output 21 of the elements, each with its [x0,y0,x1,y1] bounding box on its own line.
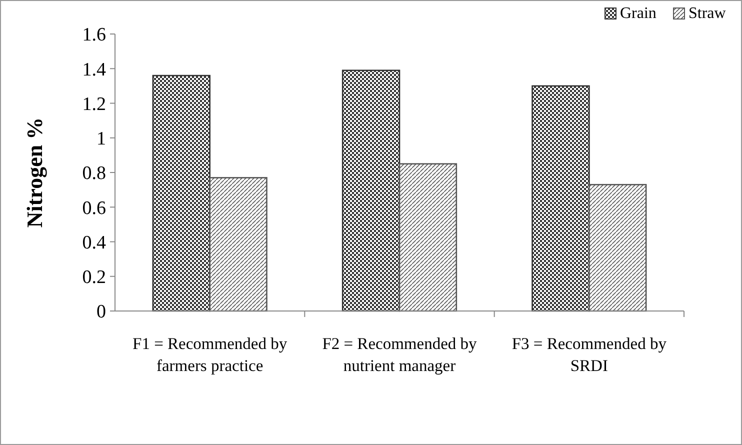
y-tick-label: 0.8 [82,163,106,184]
y-tick-label: 0.2 [82,267,106,288]
y-tick-label: 0.6 [82,198,106,219]
bar [588,184,647,312]
bar [532,85,590,312]
bar [152,74,210,312]
y-tick-label: 0 [96,302,106,323]
bar [398,163,458,312]
y-tick-label: 0.4 [82,232,106,254]
y-tick-label: 1.6 [82,24,106,46]
x-tick-label: F1 = Recommended by farmers practice [132,334,288,375]
bar [342,70,400,312]
bar [209,177,268,312]
y-tick-label: 1.2 [82,94,106,115]
y-tick-label: 1 [96,128,106,150]
x-tick-label: F3 = Recommended by SRDI [512,334,668,375]
y-tick-label: 1.4 [82,59,106,80]
legend-label: Straw [688,5,726,22]
legend-label: Grain [620,5,656,22]
x-tick-label: F2 = Recommended by nutrient manager [322,334,478,375]
y-axis-title: Nitrogen % [22,117,47,228]
